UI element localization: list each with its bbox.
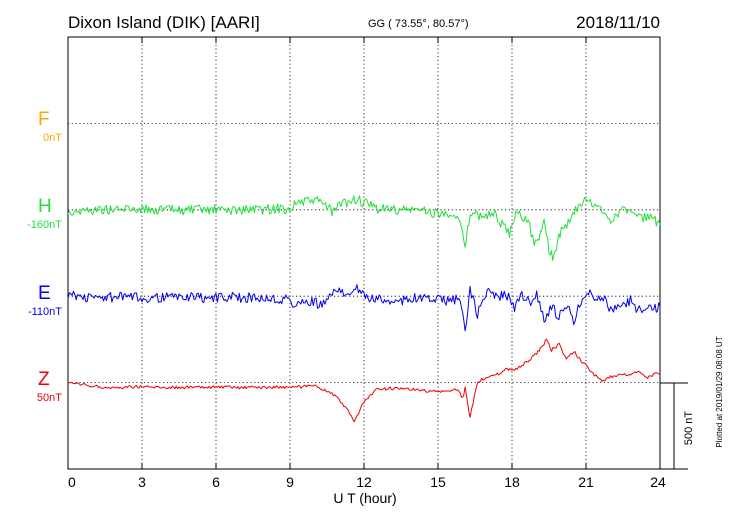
date-label: 2018/11/10 [576,13,660,32]
series-line-e [67,284,661,332]
offset-label-e: -110nT [28,306,62,318]
x-tick-label: 21 [578,474,594,490]
plotted-timestamp: Plotted at 2019/01/29 08:08 UT [715,336,724,447]
grid-lines [68,37,660,469]
x-tick-label: 12 [356,474,372,490]
offset-label-z: 50nT [37,392,62,404]
scale-label: 500 nT [683,411,695,446]
component-label-z: Z [38,369,50,390]
x-tick-label: 24 [650,474,666,490]
x-tick-label: 18 [504,474,520,490]
station-title: Dixon Island (DIK) [AARI] [68,13,260,32]
component-label-e: E [38,283,51,304]
x-tick-label: 0 [68,474,76,490]
x-tick-label: 6 [212,474,220,490]
x-tick-label: 9 [286,474,294,490]
component-label-f: F [38,109,50,130]
geographic-coordinates: GG ( 73.55°, 80.57°) [368,18,469,30]
component-label-h: H [38,196,52,217]
x-axis-ticks: 0 3 6 9 12 15 18 21 24 [67,37,666,490]
x-tick-label: 15 [430,474,446,490]
series-line-z [67,338,661,423]
series-layer [67,195,661,423]
series-line-h [67,195,661,261]
offset-label-h: -160nT [27,219,62,231]
offset-label-f: 0nT [43,132,62,144]
x-axis-label: U T (hour) [333,490,396,506]
x-tick-label: 3 [138,474,146,490]
